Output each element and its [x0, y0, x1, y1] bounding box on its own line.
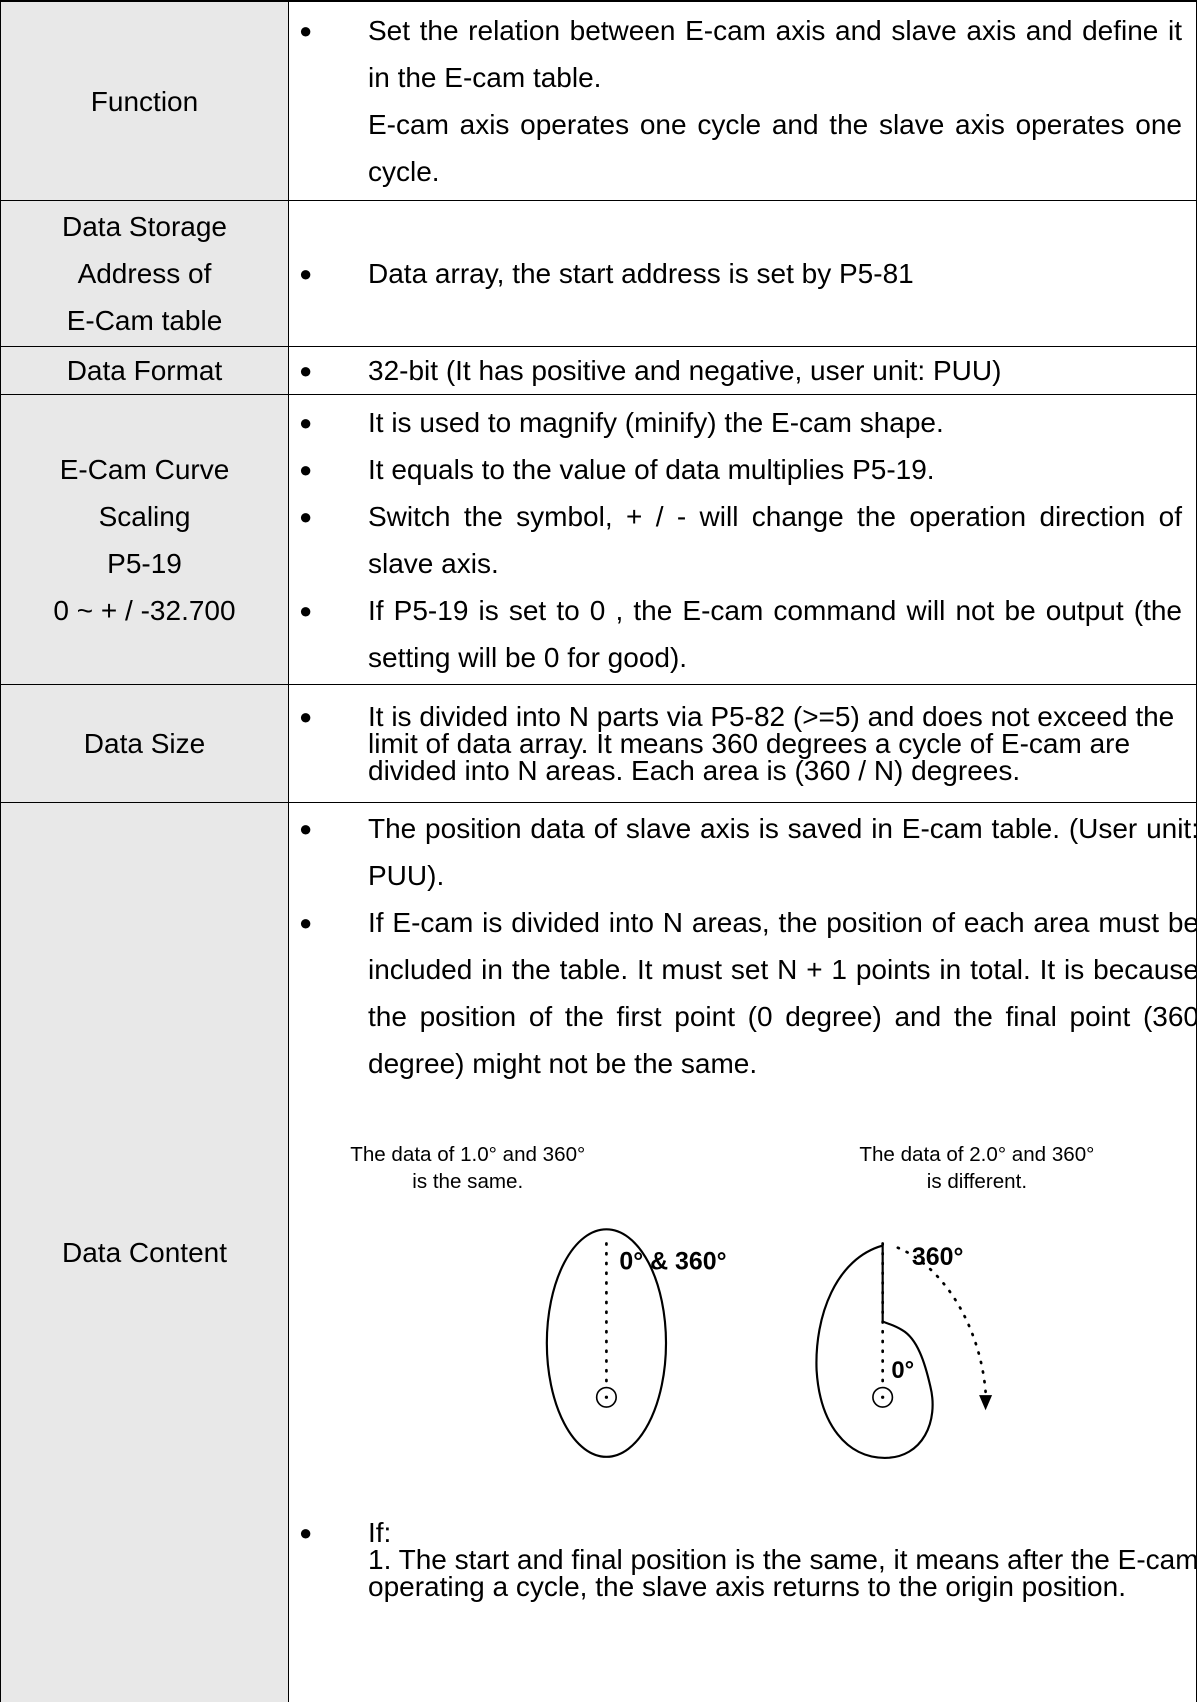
figure-text: The data of 2.0° and 360° [859, 1143, 1094, 1166]
table-row: Function ● Set the relation between E-cam … [1, 2, 1196, 201]
figure-shape [881, 1395, 885, 1399]
bullet: ● [299, 358, 313, 383]
row-content: ● It is divided into N parts via P5-82 (>… [289, 685, 1196, 802]
paragraph: The position data of slave axis is saved… [368, 813, 1196, 891]
row-label: Data Storage Address of E-Cam table [1, 201, 289, 346]
bullet: ● [299, 910, 313, 935]
row-content: ● The position data of slave axis is save… [289, 803, 1196, 1702]
list-item: ● Switch the symbol, + / - will change th… [289, 493, 1182, 587]
row-content: ● Set the relation between E-cam axis and… [289, 2, 1196, 200]
bullet: ● [299, 1520, 313, 1545]
list-item: ● The position data of slave axis is save… [289, 805, 1196, 899]
bullet: ● [299, 816, 313, 841]
paragraph: If: [368, 1517, 392, 1548]
label-line: E-Cam table [66, 305, 223, 336]
bullet: ● [299, 704, 313, 729]
bullet: ● [299, 18, 313, 43]
bullet: ● [299, 503, 313, 529]
table-row: Data Format ● 32-bit (It has positive and … [1, 347, 1196, 395]
figure-shape [896, 1246, 987, 1394]
figure-shape [979, 1395, 993, 1411]
list-item: ● It is divided into N parts via P5-82 (>… [289, 701, 1182, 786]
bullet: ● [299, 456, 313, 482]
label-line: Data Size [83, 728, 206, 759]
row-content: ● It is used to magnify (minify) the E-ca… [289, 395, 1196, 684]
row-label: Function [1, 2, 289, 200]
row-label: Data Content [1, 803, 289, 1702]
label-line: E-Cam Curve [59, 453, 230, 485]
label-line: Data Format [66, 355, 223, 386]
bullet: ● [299, 261, 313, 286]
list-item: ● It equals to the value of data multipli… [289, 446, 1182, 493]
paragraph: 32-bit (It has positive and negative, us… [368, 355, 1002, 386]
label-line: P5-19 [107, 547, 182, 579]
list-item: ● It is used to magnify (minify) the E-ca… [289, 399, 1182, 446]
label-line: Address of [77, 258, 212, 289]
label-line: Scaling [98, 500, 191, 532]
figure-text: is different. [927, 1170, 1027, 1193]
paragraph: It equals to the value of data multiplie… [368, 453, 935, 485]
figure-shape [872, 1386, 894, 1408]
list-item: ● 32-bit (It has positive and negative, u… [289, 347, 1182, 394]
list-item: ● If E-cam is divided into N areas, the p… [289, 899, 1196, 1087]
paragraph: It is used to magnify (minify) the E-cam… [368, 406, 944, 438]
paragraph: 1. The start and final position is the s… [368, 1544, 1196, 1602]
table-row: E-Cam Curve Scaling P5-19 0 ~ + / -32.700 ● I… [1, 395, 1196, 685]
list-item: ● Set the relation between E-cam axis and… [289, 7, 1182, 195]
label-line: Data Content [62, 1237, 227, 1268]
list-item: ● If: 1. The start and final position is t… [289, 1517, 1196, 1602]
row-label: E-Cam Curve Scaling P5-19 0 ~ + / -32.700 [1, 395, 289, 684]
paragraph: If P5-19 is set to 0 , the E-cam command… [368, 594, 1182, 673]
paragraph: Data array, the start address is set by … [368, 258, 914, 289]
list-item: ● Data array, the start address is set by… [289, 250, 1182, 297]
figure-shape [604, 1395, 609, 1399]
table-row: Data Size ● It is divided into N parts via… [1, 685, 1196, 803]
figure-shape [815, 1244, 934, 1460]
figure-shape [545, 1228, 668, 1458]
figure-text: 0° & 360° [619, 1247, 726, 1275]
table-row: Data Content ● The position data of slave … [1, 803, 1196, 1702]
paragraph: If E-cam is divided into N areas, the po… [368, 907, 1196, 1079]
paragraph: E-cam axis operates one cycle and the sl… [368, 109, 1182, 187]
row-content: ● 32-bit (It has positive and negative, u… [289, 347, 1196, 394]
label-line: Data Storage [62, 211, 227, 242]
paragraph: It is divided into N parts via P5-82 (>=… [368, 701, 1175, 786]
cam-figure: The data of 1.0° and 360° is the same. The… [350, 1143, 1094, 1460]
table-row: Data Storage Address of E-Cam table ● Data a… [1, 201, 1196, 347]
paragraph: Set the relation between E-cam axis and … [368, 15, 1182, 93]
row-content: ● Data array, the start address is set by… [289, 201, 1196, 346]
row-label: Data Size [1, 685, 289, 802]
bullet: ● [299, 409, 313, 435]
paragraph: Switch the symbol, + / - will change the… [368, 500, 1182, 579]
label-line: 0 ~ + / -32.700 [53, 594, 236, 626]
figure-shape [595, 1386, 617, 1408]
bullet: ● [299, 597, 313, 623]
figure-text: The data of 1.0° and 360° [350, 1143, 585, 1166]
figure-text: is the same. [412, 1170, 523, 1193]
figure-text: 0° [891, 1357, 914, 1384]
figure-text: 360° [912, 1243, 964, 1271]
label-line: Function [90, 85, 199, 117]
row-label: Data Format [1, 347, 289, 394]
list-item: ● If P5-19 is set to 0 , the E-cam comman… [289, 587, 1182, 681]
